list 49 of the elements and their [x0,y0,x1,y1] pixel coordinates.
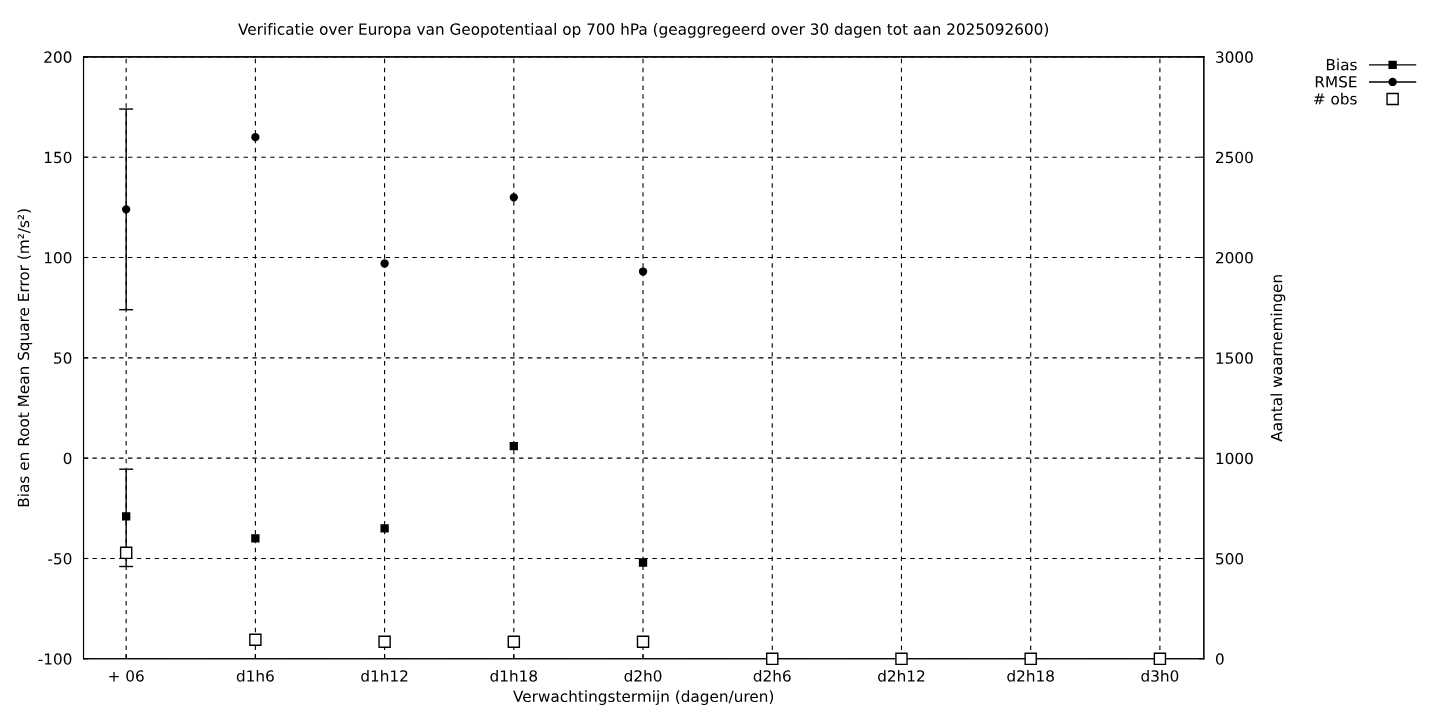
x-tick-label: d2h6 [753,669,791,682]
point [638,267,648,276]
point [636,635,650,648]
point [249,633,262,646]
point [1024,652,1037,666]
point [380,524,389,533]
y-tick-label: 100 [44,251,72,264]
x-tick-label: + 06 [109,670,144,682]
x-tick-label: d3h0 [1141,669,1179,682]
y-axis-title: Bias en Root Mean Square Error (m²/s²) [17,209,33,507]
x-tick-label: d1h18 [490,669,538,682]
y2-tick-label: 0 [1215,653,1224,665]
chart-title: Verificatie over Europa van Geopotentiaal op 700 hPa (geaggregeerd over 30 dagen tot aan 2025092600) [238,23,1049,38]
y-tick-label: 50 [54,352,72,364]
x-tick-label: d1h6 [236,669,274,682]
point [509,193,518,202]
y-tick-label: -100 [38,653,72,665]
x-axis-title: Verwachtingstermijn (dagen/uren) [513,690,774,706]
y-tick-label: -50 [48,552,72,565]
point [509,441,518,451]
y2-tick-label: 3000 [1216,51,1253,63]
legend-label: Bias [1326,58,1357,71]
point [378,635,391,648]
x-tick-label: d2h0 [624,669,662,682]
x-tick-label: d1h12 [361,669,408,682]
y2-tick-label: 2000 [1216,251,1253,264]
point [251,132,260,142]
point [638,558,648,567]
point [507,635,521,648]
x-tick-label: d2h18 [1007,669,1054,682]
point [766,652,779,666]
y2-tick-label: 1500 [1216,352,1253,364]
x-tick-label: d2h12 [878,669,925,682]
legend-label: RMSE [1315,75,1357,88]
y-tick-label: 150 [44,151,72,164]
y-tick-label: 200 [44,51,72,63]
point [1153,652,1167,666]
point [895,652,908,666]
y-tick-label: 0 [63,452,72,465]
y2-axis-title: Aantal waarnemingen [1270,275,1286,442]
legend-label: # obs [1314,92,1357,105]
point [121,205,131,214]
point [121,512,131,521]
y2-tick-label: 500 [1216,552,1244,565]
point [251,534,260,543]
y2-tick-label: 2500 [1216,151,1253,164]
point [380,259,389,268]
y2-tick-label: 1000 [1216,452,1253,465]
point [119,546,133,560]
